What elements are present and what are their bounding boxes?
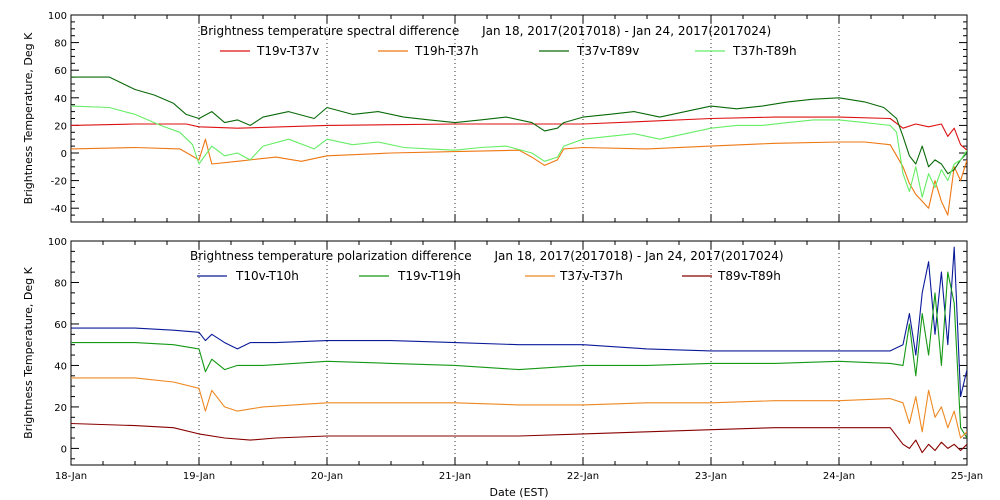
- y-tick-label: 20: [54, 403, 67, 414]
- x-axis-label: Date (EST): [489, 486, 548, 499]
- y-tick-label: 20: [54, 121, 67, 132]
- y-tick-label: 0: [61, 444, 67, 455]
- series-line-t19v-t19h: [71, 271, 967, 439]
- series-line-t37v-t89v: [71, 76, 967, 175]
- x-tick-label: 18-Jan: [55, 471, 87, 482]
- legend-entry: T37h-T89h: [732, 44, 797, 58]
- y-tick-label: 80: [54, 39, 67, 50]
- series-line-t19h-t37h: [71, 138, 967, 216]
- y-tick-label: 100: [48, 237, 67, 248]
- y-tick-label: 60: [54, 66, 67, 77]
- legend-entry: T19v-T19h: [397, 269, 461, 283]
- series-line-t10v-t10h: [71, 246, 967, 398]
- series-line-t19v-t37v: [71, 116, 967, 151]
- series-line-t37h-t89h: [71, 105, 967, 198]
- x-tick-label: 19-Jan: [183, 471, 215, 482]
- plot-frame: [70, 240, 968, 466]
- y-tick-label: 100: [48, 11, 67, 22]
- polarization-difference-panel: 18-Jan 19-Jan 20-Jan 21-Jan 22-Jan 23-Jan 24-J…: [22, 237, 983, 482]
- y-tick-label: 0: [61, 149, 67, 160]
- spectral-difference-panel: -40 -20 0 20 40 60 80 100 Brightness Temperature…: [22, 11, 968, 223]
- x-tick-label: 25-Jan: [951, 471, 983, 482]
- x-tick-label: 22-Jan: [567, 471, 599, 482]
- y-tick-label: 60: [54, 320, 67, 331]
- y-tick-label: 80: [54, 278, 67, 289]
- x-tick-label: 21-Jan: [439, 471, 471, 482]
- legend-entry: T37v-T89v: [576, 44, 639, 58]
- y-tick-label: -20: [51, 177, 67, 188]
- series-line-t37v-t37h: [71, 377, 967, 439]
- plot-frame: [70, 14, 968, 223]
- y-tick-label: -40: [51, 204, 67, 215]
- legend-entry: T37v-T37h: [559, 269, 623, 283]
- y-tick-label: 40: [54, 94, 67, 105]
- y-axis-label: Brightness Temperature, Deg K: [22, 32, 35, 204]
- chart-title: Brightness temperature polarization diff…: [190, 249, 784, 263]
- legend-entry: T19h-T37h: [414, 44, 479, 58]
- x-tick-label: 20-Jan: [311, 471, 343, 482]
- legend-entry: T89v-T89h: [717, 269, 781, 283]
- chart-title: Brightness temperature spectral differen…: [200, 24, 771, 38]
- series-line-t89v-t89h: [71, 422, 967, 454]
- x-tick-label: 23-Jan: [695, 471, 727, 482]
- y-tick-label: 40: [54, 361, 67, 372]
- legend-entry: T10v-T10h: [235, 269, 299, 283]
- legend-entry: T19v-T37v: [256, 44, 319, 58]
- y-axis-label: Brightness Temperature, Deg K: [22, 266, 35, 438]
- x-tick-label: 24-Jan: [823, 471, 855, 482]
